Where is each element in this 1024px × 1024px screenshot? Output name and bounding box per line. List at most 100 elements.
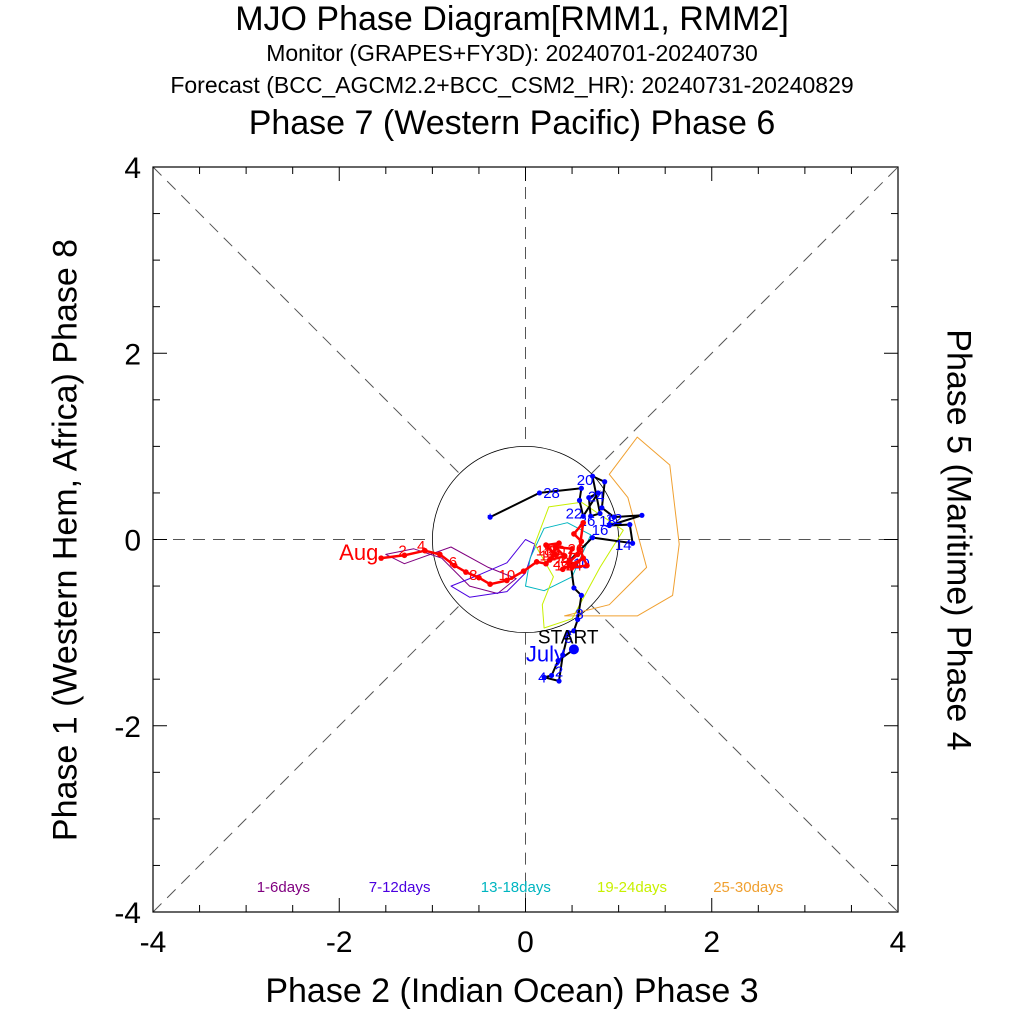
phase-guides (152, 166, 899, 913)
observed-point (571, 628, 577, 634)
forecast-point (504, 577, 510, 584)
unit-circle (431, 445, 620, 634)
forecast-date-label: 28 (553, 554, 570, 571)
forecast-point (451, 562, 458, 569)
forecast-month-label: Aug (339, 540, 378, 565)
forecast-date-label: 26 (567, 541, 584, 558)
x-tick-label: 2 (703, 926, 720, 959)
observed-point (536, 490, 543, 496)
guide-line (152, 166, 461, 475)
forecast-date-label: 12 (540, 547, 557, 564)
ensemble-spread (385, 436, 680, 629)
observed-point (548, 672, 555, 679)
forecast-point (533, 559, 540, 565)
observed-line (489, 474, 643, 683)
phase-label-bottom: Phase 2 (Indian Ocean) Phase 3 (265, 972, 759, 1010)
forecast-subtitle: Forecast (BCC_AGCM2.2+BCC_CSM2_HR): 2024… (170, 72, 854, 98)
observed-point (602, 479, 608, 485)
forecast-date-label: 10 (499, 567, 516, 584)
observed-point (578, 485, 584, 491)
observed-point (595, 490, 601, 496)
observed-point (586, 494, 592, 501)
observed-date-label: 2 (555, 664, 563, 681)
observed-date-label: 12 (606, 511, 623, 528)
forecast-point (463, 569, 469, 575)
forecast-point (552, 544, 559, 550)
ensemble-spread-outline (534, 501, 624, 629)
y-tick-label: 2 (124, 338, 141, 371)
x-tick-label: -4 (140, 926, 167, 959)
legend-item: 13-18days (481, 879, 551, 896)
forecast-point (584, 562, 590, 569)
observed-point (560, 652, 566, 658)
x-tick-label: 4 (890, 926, 907, 959)
y-tick-label: -2 (114, 711, 141, 744)
forecast-point (580, 519, 587, 526)
forecast-date-label: 16 (543, 545, 560, 562)
observed-point (580, 513, 586, 519)
observed-point (629, 540, 636, 546)
observed-point (575, 616, 581, 623)
forecast-date-label: 14 (554, 558, 571, 575)
observed-date-label: 18 (599, 513, 616, 530)
observed-date-label: 14 (615, 537, 632, 554)
ensemble-spread-outline (450, 539, 536, 598)
forecast-point (378, 555, 384, 561)
forecast-point (556, 540, 562, 547)
forecast-point (401, 552, 408, 559)
legend-item: 7-12days (369, 879, 431, 896)
forecast-point (571, 531, 577, 537)
observed-date-label: 22 (566, 505, 583, 522)
observed-point (555, 657, 561, 664)
forecast-date-label: 6 (449, 554, 457, 571)
y-tick-label: -4 (114, 897, 141, 930)
forecast-point (574, 551, 581, 558)
forecast-date-label: 18 (536, 543, 553, 560)
forecast-point (569, 546, 575, 552)
ensemble-spread-outline (564, 436, 680, 617)
x-tick-label: -2 (326, 926, 353, 959)
forecast-date-label: 4 (417, 538, 425, 555)
forecast-point (559, 566, 566, 573)
forecast-date-label: 8 (469, 567, 477, 584)
observed-date-label: 16 (592, 522, 609, 539)
guide-line (590, 604, 899, 913)
observed-point (589, 535, 596, 541)
x-tick-label: 0 (517, 926, 534, 959)
phase-label-top: Phase 7 (Western Pacific) Phase 6 (248, 104, 776, 142)
guide-line (152, 604, 461, 913)
observed-point (541, 674, 547, 680)
monitor-subtitle: Monitor (GRAPES+FY3D): 20240701-20240730 (266, 40, 758, 66)
forecast-point (546, 557, 553, 563)
forecast-date-label: 22 (560, 550, 577, 567)
start-marker (568, 644, 579, 655)
forecast-point (569, 564, 575, 571)
ensemble-spread-outline (385, 546, 517, 594)
y-tick-label: 0 (124, 525, 141, 558)
guide-line (590, 166, 899, 475)
observed-date-label: 6 (564, 630, 572, 647)
observed-point (589, 473, 596, 479)
forecast-point (552, 551, 559, 558)
forecast-point (520, 568, 527, 574)
observed-point (556, 678, 562, 684)
y-tick-label: 4 (124, 152, 141, 185)
forecast-point (561, 553, 568, 560)
forecast-date-label: 24 (566, 558, 583, 575)
forecast-point (580, 555, 587, 561)
observed-date-label: 8 (575, 606, 583, 623)
observed-date-label: 4 (538, 669, 546, 686)
observed-point (639, 512, 645, 518)
forecast-point (543, 560, 549, 567)
observed-point (606, 522, 612, 529)
ensemble-legend: 1-6days 7-12days 13-18days 19-24days 25-30da… (257, 879, 784, 896)
legend-item: 1-6days (257, 879, 310, 896)
observed-point (571, 585, 577, 591)
forecast-point (487, 581, 493, 587)
observed-point (599, 505, 605, 511)
end-marker: * (487, 510, 493, 526)
forecast-point (576, 546, 583, 552)
start-label: START (538, 627, 599, 648)
